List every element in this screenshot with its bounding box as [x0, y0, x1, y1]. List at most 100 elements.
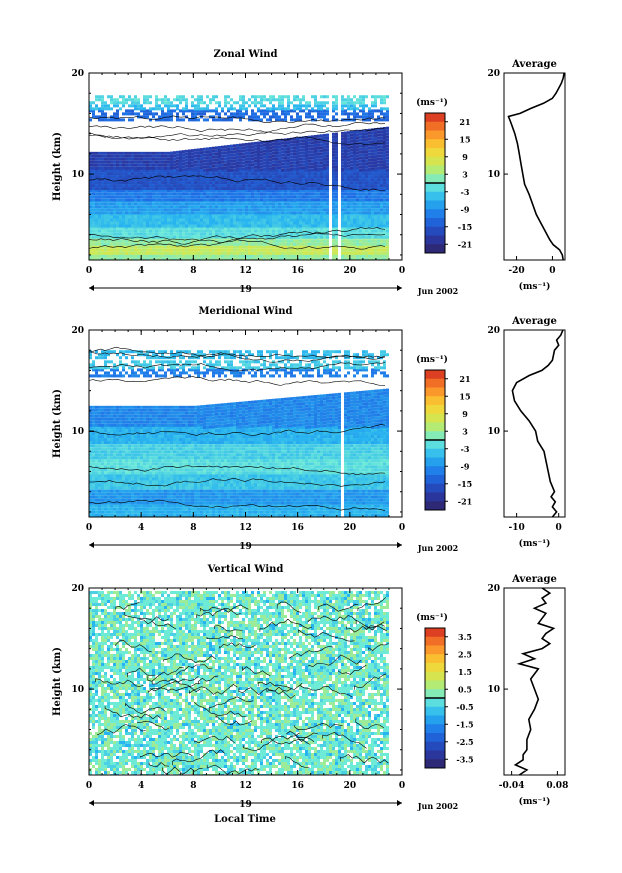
cell [98, 235, 101, 239]
cell [293, 235, 296, 239]
cell [173, 232, 176, 236]
cell [116, 118, 119, 122]
cell [260, 198, 263, 202]
cell [383, 130, 386, 134]
cell [215, 226, 218, 230]
cell [143, 192, 146, 196]
cell [305, 101, 308, 105]
cell [344, 146, 347, 150]
cell [233, 211, 236, 215]
cell [257, 242, 260, 246]
cell [308, 172, 311, 176]
cell [95, 160, 98, 164]
cell [182, 232, 185, 236]
cell [260, 192, 263, 196]
cell [239, 172, 242, 176]
cell [296, 248, 299, 252]
cell [290, 164, 293, 168]
cell [125, 160, 128, 164]
cell [161, 248, 164, 252]
cell [269, 161, 272, 165]
cell [263, 208, 266, 212]
cell [332, 156, 335, 160]
cell [242, 189, 245, 193]
cell [191, 155, 194, 159]
cell [209, 178, 212, 182]
cell [167, 218, 170, 222]
cell [314, 184, 317, 188]
cell [266, 232, 269, 236]
cell [290, 161, 293, 165]
cell [224, 157, 227, 161]
cell [95, 169, 98, 173]
cell [209, 175, 212, 179]
cell [182, 202, 185, 206]
cell [116, 257, 119, 260]
cell [167, 248, 170, 252]
cell [254, 104, 257, 108]
cell [326, 239, 329, 243]
cell [131, 178, 134, 182]
cell [161, 205, 164, 209]
contour-line [89, 121, 386, 133]
cell [104, 254, 107, 258]
cell [209, 218, 212, 222]
cell [248, 151, 251, 155]
cell [131, 181, 134, 185]
cell [251, 202, 254, 206]
cell [353, 202, 356, 206]
cell [176, 150, 179, 154]
cell [227, 226, 230, 230]
cell [260, 248, 263, 252]
cell [221, 195, 224, 199]
cell [197, 112, 200, 116]
cell [173, 187, 176, 191]
cell [224, 160, 227, 164]
cell [116, 178, 119, 182]
cell [269, 245, 272, 249]
cell [281, 109, 284, 113]
cell [260, 141, 263, 145]
cell [248, 192, 251, 196]
cell [95, 189, 98, 193]
cell [296, 98, 299, 102]
cell [197, 169, 200, 173]
cell [212, 98, 215, 102]
cell [224, 218, 227, 222]
cell [125, 229, 128, 233]
cell [275, 151, 278, 155]
cell [245, 154, 248, 158]
cell [161, 224, 164, 228]
cell [281, 156, 284, 160]
cell [95, 98, 98, 102]
cell [311, 211, 314, 215]
cell [281, 218, 284, 222]
cell [182, 159, 185, 163]
cell [233, 159, 236, 163]
cell [122, 172, 125, 176]
cell [266, 146, 269, 150]
cell [254, 189, 257, 193]
cell [326, 175, 329, 179]
cell [350, 139, 353, 143]
cell [362, 175, 365, 179]
cell [239, 143, 242, 147]
cell [143, 242, 146, 246]
cell [95, 242, 98, 246]
cell [311, 198, 314, 202]
cell [320, 257, 323, 260]
cell [362, 144, 365, 148]
cell [290, 143, 293, 147]
cell [365, 245, 368, 249]
cell [383, 224, 386, 228]
cell [140, 224, 143, 228]
cell [188, 226, 191, 230]
cell [359, 175, 362, 179]
cell [305, 115, 308, 119]
cell [356, 232, 359, 236]
cell [209, 165, 212, 169]
cell [185, 178, 188, 182]
cell [194, 115, 197, 119]
cell [335, 153, 338, 157]
cell [281, 208, 284, 212]
